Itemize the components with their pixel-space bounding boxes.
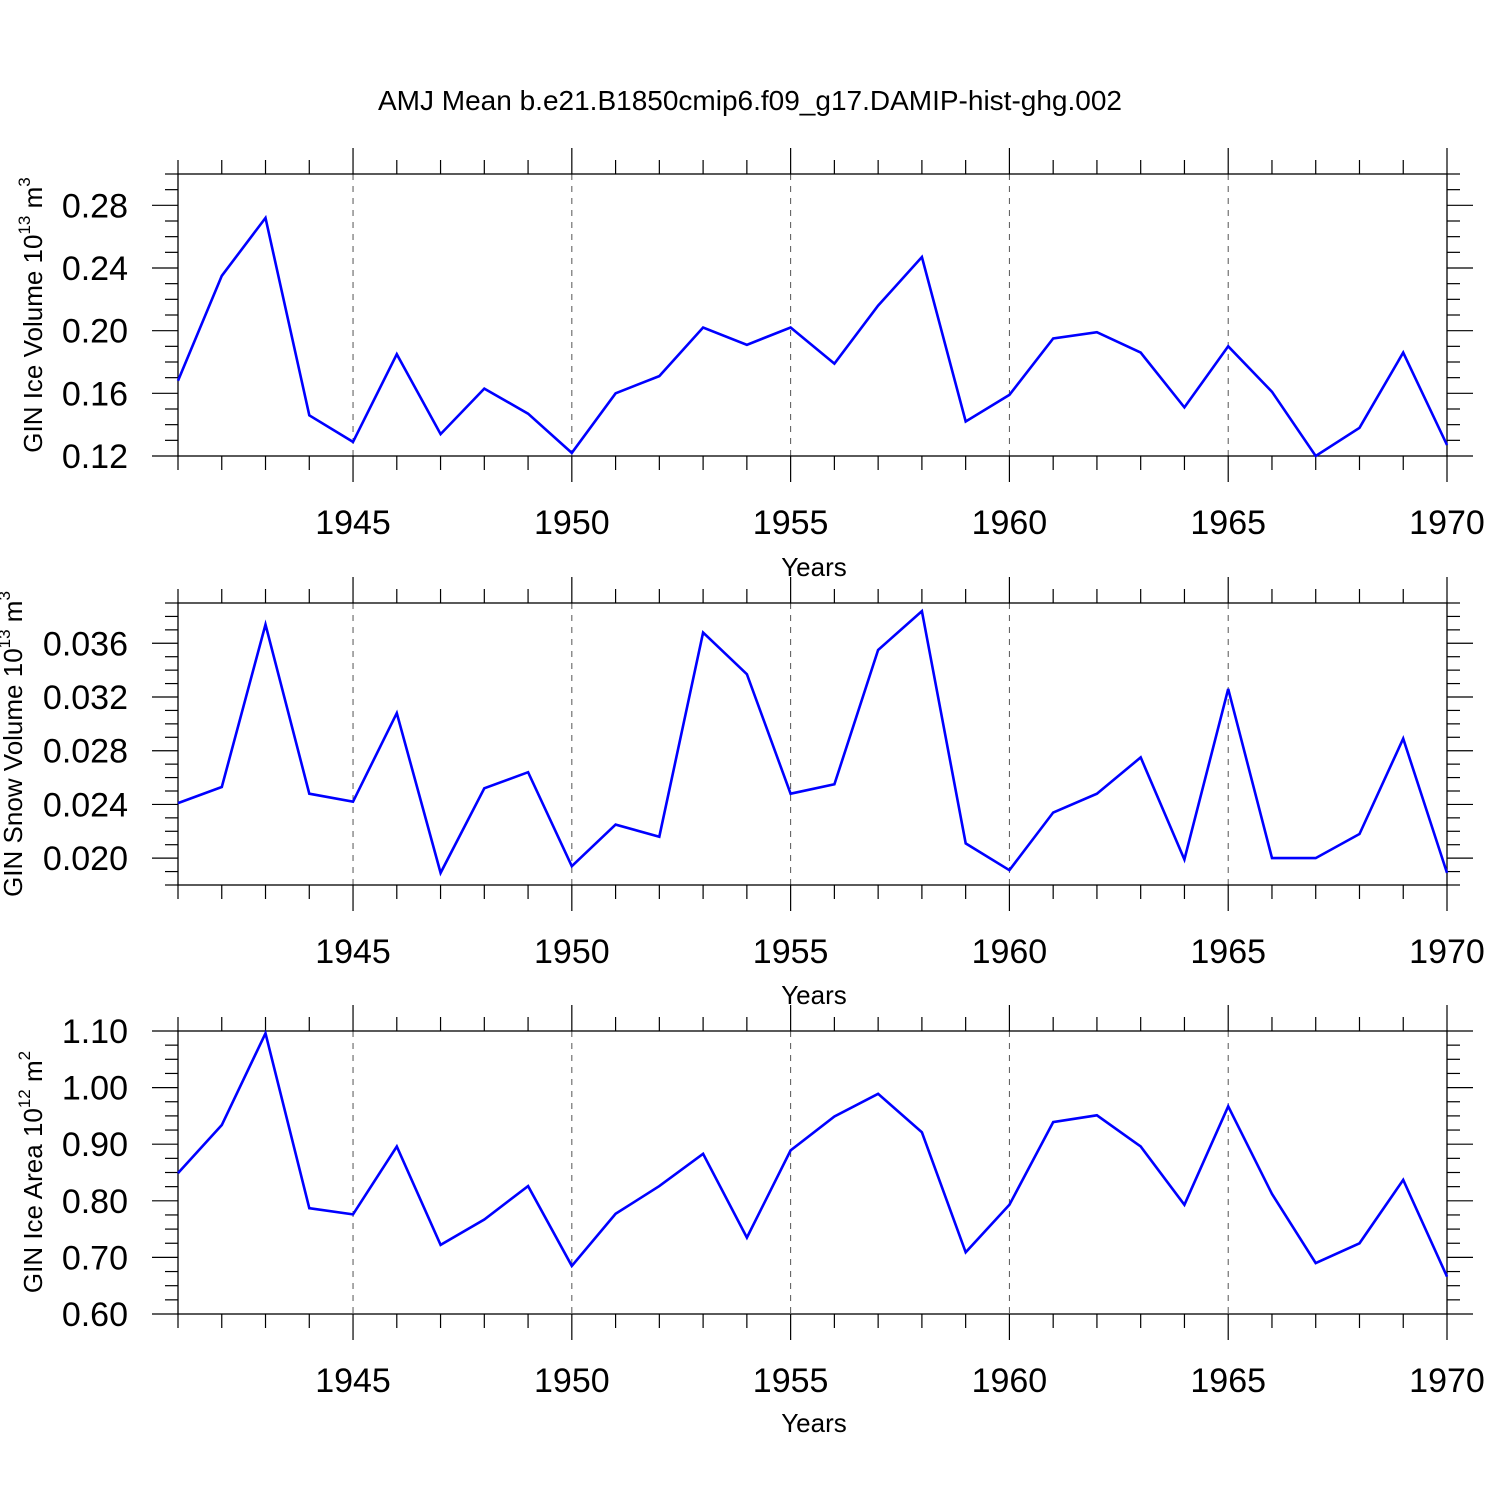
panel-1: 0.12 0.16 0.20 0.24 0.28 1945 1950 1955 1960 1965… (15, 148, 1485, 582)
y-tick-label: 0.60 (62, 1296, 128, 1334)
y-tick-label: 1.00 (62, 1070, 128, 1108)
panel-2: 0.020 0.024 0.028 0.032 0.036 1945 1950 1955 196… (0, 577, 1485, 1010)
x-tick-label: 1955 (753, 1362, 829, 1400)
x-tick-label: 1955 (753, 504, 829, 542)
x-axis-title: Years (781, 552, 847, 582)
plot-frame (177, 173, 1448, 457)
y-tick-label: 0.24 (62, 250, 128, 288)
x-tick-label: 1945 (315, 504, 391, 542)
x-tick-label: 1965 (1190, 933, 1266, 971)
x-tick-label: 1960 (972, 933, 1048, 971)
x-tick-label: 1965 (1190, 1362, 1266, 1400)
y-axis-title: GIN Ice Area 1012 m2 (15, 1051, 48, 1293)
plot-frame (177, 602, 1448, 886)
plot-frame (177, 1030, 1448, 1315)
x-tick-label: 1950 (534, 1362, 610, 1400)
x-axis-title: Years (781, 980, 847, 1010)
data-series-line (177, 608, 1449, 877)
y-tick-label: 0.70 (62, 1239, 128, 1277)
panel-3: 0.60 0.70 0.80 0.90 1.00 1.10 1945 1950 1955 1960… (15, 1005, 1485, 1438)
x-tick-label: 1955 (753, 933, 829, 971)
x-tick-label: 1970 (1409, 933, 1485, 971)
y-axis-title: GIN Ice Volume 1013 m3 (15, 177, 48, 453)
x-axis-title: Years (781, 1408, 847, 1438)
x-tick-label: 1945 (315, 1362, 391, 1400)
x-tick-label: 1950 (534, 504, 610, 542)
y-tick-label: 0.020 (43, 840, 128, 878)
y-tick-label: 0.20 (62, 313, 128, 351)
x-tick-label: 1965 (1190, 504, 1266, 542)
x-tick-label: 1945 (315, 933, 391, 971)
y-tick-label: 0.28 (62, 187, 128, 225)
y-tick-label: 0.90 (62, 1126, 128, 1164)
x-tick-label: 1950 (534, 933, 610, 971)
panels-container: 0.12 0.16 0.20 0.24 0.28 1945 1950 1955 1960 1965… (0, 148, 1485, 1438)
y-tick-label: 0.032 (43, 679, 128, 717)
x-tick-label: 1970 (1409, 504, 1485, 542)
x-tick-label: 1970 (1409, 1362, 1485, 1400)
x-tick-label: 1960 (972, 1362, 1048, 1400)
data-series-line (176, 214, 1449, 458)
chart-title: AMJ Mean b.e21.B1850cmip6.f09_g17.DAMIP-… (378, 85, 1122, 116)
y-tick-label: 0.036 (43, 625, 128, 663)
y-tick-label: 0.80 (62, 1183, 128, 1221)
svg-text:GIN Ice Volume 1013 m3: GIN Ice Volume 1013 m3 (15, 177, 48, 453)
x-tick-label: 1960 (972, 504, 1048, 542)
y-tick-label: 0.12 (62, 438, 128, 476)
svg-text:GIN Snow Volume 1013 m3: GIN Snow Volume 1013 m3 (0, 591, 28, 897)
data-series-line (177, 1029, 1449, 1278)
y-tick-label: 0.028 (43, 733, 128, 771)
y-tick-label: 1.10 (62, 1013, 128, 1051)
y-axis-title: GIN Snow Volume 1013 m3 (0, 591, 28, 897)
svg-text:GIN Ice Area 1012 m2: GIN Ice Area 1012 m2 (15, 1051, 48, 1293)
y-tick-label: 0.024 (43, 786, 128, 824)
y-tick-label: 0.16 (62, 375, 128, 413)
